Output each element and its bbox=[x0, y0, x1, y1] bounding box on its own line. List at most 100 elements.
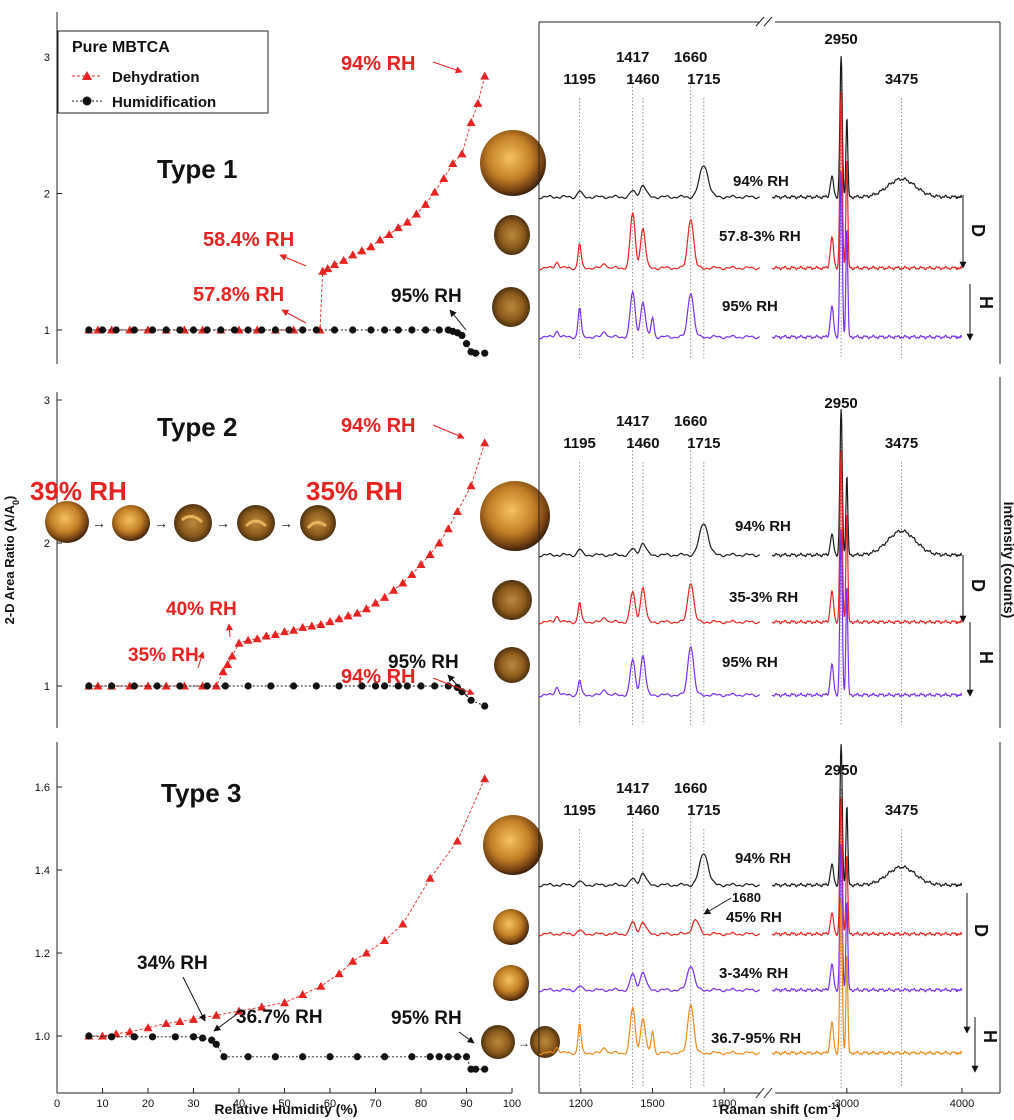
legend-dehydration: Dehydration bbox=[112, 69, 200, 86]
dehydration-point bbox=[280, 998, 289, 1007]
particle-image bbox=[481, 1025, 515, 1059]
particle-images: → bbox=[480, 130, 560, 1059]
dehydration-point bbox=[93, 681, 103, 690]
particle-image bbox=[493, 909, 529, 945]
direction-arrows: D H D H D H bbox=[959, 195, 1000, 1073]
particle-image bbox=[45, 501, 89, 543]
humidification-point bbox=[98, 326, 107, 334]
humidification-point bbox=[217, 326, 225, 334]
x-tick-label: 60 bbox=[324, 1098, 336, 1110]
dehydration-point bbox=[252, 634, 262, 643]
dehydration-point bbox=[339, 255, 349, 264]
dehydration-point bbox=[402, 217, 412, 226]
peak-label: 1460 bbox=[626, 435, 659, 452]
dehydration-point bbox=[480, 774, 490, 783]
dehydration-point bbox=[143, 1023, 153, 1032]
humidification-point bbox=[130, 326, 138, 334]
humidification-point bbox=[394, 326, 402, 334]
dehydration-series bbox=[84, 774, 490, 1040]
humidification-point bbox=[203, 682, 211, 690]
humidification-point bbox=[148, 1033, 157, 1041]
dehydration-point bbox=[430, 187, 440, 196]
dehydration-point bbox=[298, 990, 308, 998]
raman-spectrum bbox=[538, 798, 962, 937]
particle-image bbox=[112, 505, 150, 541]
humidification-point bbox=[85, 1032, 93, 1040]
humidification-point bbox=[221, 682, 229, 690]
series-layer bbox=[84, 71, 490, 1073]
dehydration-point bbox=[218, 667, 228, 676]
svg-text:57.8% RH: 57.8% RH bbox=[193, 284, 284, 306]
triangle-marker-icon bbox=[82, 71, 92, 80]
dehydration-point bbox=[234, 638, 244, 647]
dehydration-point bbox=[261, 631, 271, 640]
svg-text:39% RH: 39% RH bbox=[30, 476, 127, 506]
trace-label: 35-3% RH bbox=[729, 589, 798, 606]
panel-2-title: Type 2 bbox=[157, 412, 237, 442]
peak-label: 1660 bbox=[674, 49, 707, 66]
x-tick-label: 10 bbox=[96, 1098, 108, 1110]
humidification-point bbox=[171, 1033, 179, 1041]
dehydration-point bbox=[439, 173, 449, 182]
particle-image bbox=[493, 965, 529, 1001]
humidification-point bbox=[153, 682, 161, 690]
peak-label: 1460 bbox=[626, 802, 659, 819]
particle-image bbox=[174, 504, 212, 542]
y-tick-label: 1 bbox=[44, 325, 50, 337]
humidification-point bbox=[212, 1040, 220, 1048]
dehydration-point bbox=[411, 209, 421, 218]
trace-label: 95% RH bbox=[722, 654, 778, 671]
x-tick-label: 50 bbox=[278, 1098, 290, 1110]
svg-text:95% RH: 95% RH bbox=[391, 286, 462, 307]
x-tick-label: 3000 bbox=[835, 1098, 859, 1110]
peak-1680-label: 1680 bbox=[732, 890, 761, 905]
svg-text:34% RH: 34% RH bbox=[137, 953, 208, 974]
arrow-label-h: H bbox=[976, 296, 996, 309]
humidification-point bbox=[444, 1053, 452, 1061]
x-tick-label: 30 bbox=[187, 1098, 199, 1110]
dehydration-point bbox=[375, 235, 385, 244]
dehydration-point bbox=[480, 438, 490, 447]
peak-label: 1460 bbox=[626, 71, 659, 88]
particle-image bbox=[494, 215, 530, 255]
x-tick-label: 1200 bbox=[569, 1098, 593, 1110]
panel-2-particle-sequence: → → → → bbox=[45, 501, 336, 543]
svg-text:58.4% RH: 58.4% RH bbox=[203, 229, 294, 251]
peak-label: 3475 bbox=[885, 802, 918, 819]
svg-text:→: → bbox=[216, 515, 230, 531]
dehydration-point bbox=[280, 627, 289, 636]
dehydration-point bbox=[352, 608, 362, 617]
dehydration-point bbox=[211, 681, 221, 690]
humidification-series bbox=[85, 1032, 489, 1073]
svg-text:95% RH: 95% RH bbox=[388, 652, 459, 673]
arrow-label-d: D bbox=[968, 224, 988, 237]
humidification-point bbox=[312, 326, 320, 334]
panel-1-annotations: 94% RH 58.4% RH 57.8% RH 95% RH bbox=[193, 53, 467, 331]
x-tick-label: 40 bbox=[233, 1098, 245, 1110]
right-y-axis-label: Intensity (counts) bbox=[1001, 502, 1014, 619]
peak-label: 1417 bbox=[616, 413, 649, 430]
trace-label: 95% RH bbox=[722, 298, 778, 315]
humidification-point bbox=[208, 1036, 216, 1044]
dehydration-point bbox=[448, 158, 458, 167]
humidification-point bbox=[271, 1053, 279, 1061]
dehydration-point bbox=[425, 873, 435, 882]
dehydration-point bbox=[316, 981, 326, 990]
svg-text:36.7% RH: 36.7% RH bbox=[236, 1007, 323, 1028]
y-tick-label: 1.0 bbox=[35, 1031, 50, 1043]
svg-text:40% RH: 40% RH bbox=[166, 599, 237, 620]
dehydration-point bbox=[466, 118, 476, 127]
humidification-point bbox=[299, 1053, 307, 1061]
particle-image bbox=[237, 505, 275, 541]
dehydration-point bbox=[425, 549, 435, 558]
dehydration-point bbox=[457, 149, 467, 158]
humidification-point bbox=[108, 682, 116, 690]
dehydration-point bbox=[125, 1027, 135, 1036]
humidification-point bbox=[258, 326, 266, 334]
peak-label: 1195 bbox=[563, 71, 596, 88]
trace-label: 45% RH bbox=[726, 909, 782, 926]
humidification-point bbox=[85, 326, 93, 334]
humidification-point bbox=[290, 682, 298, 690]
svg-text:94% RH: 94% RH bbox=[341, 415, 415, 437]
